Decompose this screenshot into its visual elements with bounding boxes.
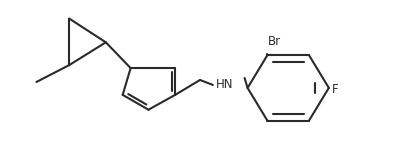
Text: HN: HN	[216, 78, 233, 91]
Text: F: F	[332, 83, 338, 96]
Text: Br: Br	[268, 35, 281, 48]
